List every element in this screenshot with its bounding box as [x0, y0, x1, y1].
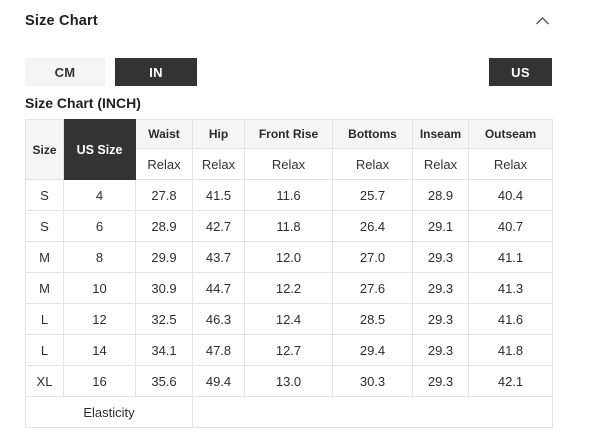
value-cell: 13.0: [244, 365, 333, 397]
size-cell: M: [25, 272, 64, 304]
value-cell: 43.7: [192, 241, 245, 273]
table-row: XL 16 35.6 49.4 13.0 30.3 29.3 42.1: [25, 365, 553, 397]
size-column-header: Size: [25, 119, 64, 180]
footer-row: Elasticity: [25, 396, 553, 428]
table-body: S 4 27.8 41.5 11.6 25.7 28.9 40.4 S 6 28.9 42.7 11.8…: [25, 179, 553, 397]
column-header-outseam: Outseam: [468, 119, 553, 149]
fit-label: Relax: [412, 148, 469, 180]
table-row: S 4 27.8 41.5 11.6 25.7 28.9 40.4: [25, 179, 553, 211]
column-header-waist: Waist: [135, 119, 193, 149]
value-cell: 41.3: [468, 272, 553, 304]
column-header-inseam: Inseam: [412, 119, 469, 149]
value-cell: 35.6: [135, 365, 193, 397]
value-cell: 40.7: [468, 210, 553, 242]
column-header-front-rise: Front Rise: [244, 119, 333, 149]
value-cell: 40.4: [468, 179, 553, 211]
value-cell: 12.2: [244, 272, 333, 304]
value-cell: 47.8: [192, 334, 245, 366]
unit-cm-button[interactable]: CM: [25, 58, 105, 86]
unit-in-button[interactable]: IN: [115, 58, 197, 86]
us-size-cell: 8: [63, 241, 136, 273]
table-row: S 6 28.9 42.7 11.8 26.4 29.1 40.7: [25, 210, 553, 242]
value-cell: 30.9: [135, 272, 193, 304]
size-chart-accordion-header[interactable]: Size Chart: [25, 13, 552, 29]
fit-label: Relax: [192, 148, 245, 180]
chevron-up-icon[interactable]: [533, 14, 552, 28]
table-row: L 12 32.5 46.3 12.4 28.5 29.3 41.6: [25, 303, 553, 335]
value-cell: 27.0: [332, 241, 413, 273]
us-size-column-header: US Size: [63, 119, 136, 180]
value-cell: 27.6: [332, 272, 413, 304]
size-cell: S: [25, 210, 64, 242]
column-header-hip: Hip: [192, 119, 245, 149]
table-row: L 14 34.1 47.8 12.7 29.4 29.3 41.8: [25, 334, 553, 366]
value-cell: 41.6: [468, 303, 553, 335]
value-cell: 29.4: [332, 334, 413, 366]
toggle-row: CM IN US: [25, 58, 552, 86]
value-cell: 44.7: [192, 272, 245, 304]
column-header-bottoms: Bottoms: [332, 119, 413, 149]
value-cell: 25.7: [332, 179, 413, 211]
size-cell: XL: [25, 365, 64, 397]
value-cell: 29.3: [412, 241, 469, 273]
value-cell: 12.4: [244, 303, 333, 335]
region-us-button[interactable]: US: [489, 58, 552, 86]
fit-row: Relax Relax Relax Relax Relax Relax: [26, 148, 553, 180]
size-chart-title: Size Chart: [25, 13, 98, 29]
value-cell: 29.3: [412, 334, 469, 366]
value-cell: 42.1: [468, 365, 553, 397]
value-cell: 27.8: [135, 179, 193, 211]
elasticity-value-cell: [192, 396, 553, 428]
value-cell: 29.3: [412, 365, 469, 397]
fit-label: Relax: [468, 148, 553, 180]
us-size-cell: 14: [63, 334, 136, 366]
size-chart-table: Size US Size Waist Hip Front Rise Bottoms In…: [25, 119, 553, 428]
value-cell: 49.4: [192, 365, 245, 397]
table-row: M 10 30.9 44.7 12.2 27.6 29.3 41.3: [25, 272, 553, 304]
value-cell: 29.3: [412, 272, 469, 304]
us-size-cell: 12: [63, 303, 136, 335]
us-size-cell: 10: [63, 272, 136, 304]
value-cell: 30.3: [332, 365, 413, 397]
us-size-cell: 6: [63, 210, 136, 242]
value-cell: 29.9: [135, 241, 193, 273]
value-cell: 42.7: [192, 210, 245, 242]
fit-label: Relax: [332, 148, 413, 180]
size-chart-panel: Size Chart CM IN US Size Chart (INCH) Si…: [25, 13, 553, 428]
elasticity-label: Elasticity: [25, 396, 193, 428]
value-cell: 26.4: [332, 210, 413, 242]
size-chart-subtitle: Size Chart (INCH): [25, 95, 141, 111]
size-cell: M: [25, 241, 64, 273]
value-cell: 32.5: [135, 303, 193, 335]
value-cell: 41.5: [192, 179, 245, 211]
value-cell: 12.0: [244, 241, 333, 273]
value-cell: 41.8: [468, 334, 553, 366]
table-row: M 8 29.9 43.7 12.0 27.0 29.3 41.1: [25, 241, 553, 273]
value-cell: 28.9: [135, 210, 193, 242]
size-cell: S: [25, 179, 64, 211]
fit-label: Relax: [135, 148, 193, 180]
size-cell: L: [25, 303, 64, 335]
size-cell: L: [25, 334, 64, 366]
value-cell: 46.3: [192, 303, 245, 335]
measure-header-row: Size US Size Waist Hip Front Rise Bottoms In…: [25, 119, 553, 180]
value-cell: 12.7: [244, 334, 333, 366]
value-cell: 29.3: [412, 303, 469, 335]
value-cell: 34.1: [135, 334, 193, 366]
us-size-cell: 16: [63, 365, 136, 397]
fit-label: Relax: [244, 148, 333, 180]
value-cell: 28.9: [412, 179, 469, 211]
value-cell: 28.5: [332, 303, 413, 335]
value-cell: 11.6: [244, 179, 333, 211]
value-cell: 29.1: [412, 210, 469, 242]
us-size-cell: 4: [63, 179, 136, 211]
value-cell: 41.1: [468, 241, 553, 273]
value-cell: 11.8: [244, 210, 333, 242]
